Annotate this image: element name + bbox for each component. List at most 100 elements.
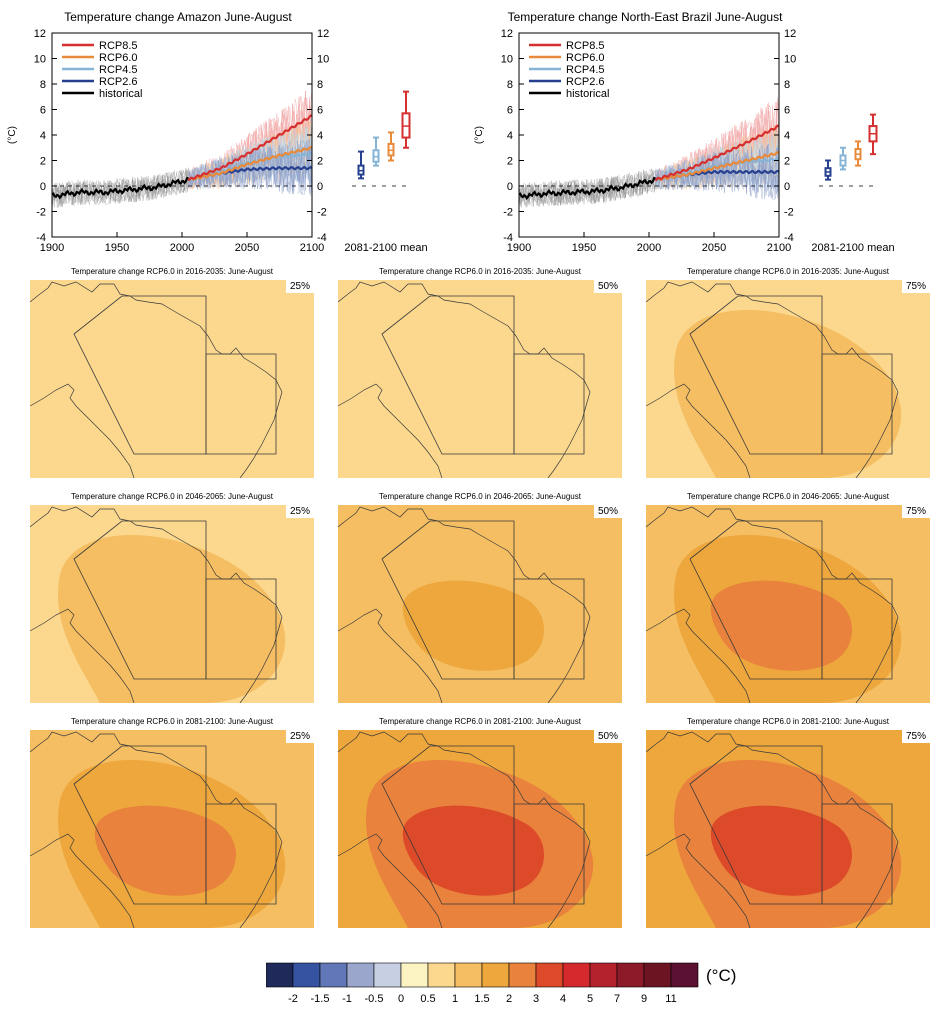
legend-label: historical bbox=[99, 88, 142, 100]
y-tick-label-left: 10 bbox=[34, 54, 46, 66]
x-tick-label: 2050 bbox=[235, 242, 259, 254]
map-svg bbox=[30, 730, 314, 928]
colorbar-tick-label: 1.5 bbox=[474, 993, 489, 1005]
map-svg bbox=[30, 505, 314, 703]
map-core-field bbox=[94, 355, 237, 446]
colorbar-tick-label: 4 bbox=[560, 993, 566, 1005]
colorbar-tick-label: 1 bbox=[452, 993, 458, 1005]
legend-label: RCP6.0 bbox=[566, 52, 605, 64]
scenario-model-line bbox=[188, 138, 313, 196]
y-tick-label-left: 10 bbox=[501, 54, 513, 66]
x-tick-label: 1900 bbox=[40, 242, 64, 254]
colorbar-tick-label: 5 bbox=[587, 993, 593, 1005]
y-tick-label-right: 4 bbox=[784, 130, 790, 142]
x-tick-label: 2000 bbox=[637, 242, 661, 254]
map-core-field bbox=[402, 805, 545, 896]
y-tick-label-right: -4 bbox=[317, 232, 327, 244]
colorbar-swatch bbox=[373, 962, 402, 988]
colorbar-tick-label: -2 bbox=[288, 993, 298, 1005]
y-tick-label-right: 6 bbox=[317, 105, 323, 117]
timeseries-panel-amazon: Temperature change Amazon June-August (°C… bbox=[0, 0, 468, 258]
model-spread bbox=[51, 88, 313, 208]
scenario-model-line bbox=[655, 145, 780, 201]
y-tick-label-left: 8 bbox=[40, 79, 46, 91]
map-title: Temperature change RCP6.0 in 2016-2035: … bbox=[687, 267, 889, 276]
y-tick-label-left: 2 bbox=[507, 156, 513, 168]
nebrazil-region-outline bbox=[821, 803, 893, 905]
y-tick-label-right: 2 bbox=[784, 156, 790, 168]
y-tick-label-left: -4 bbox=[36, 232, 46, 244]
legend-label: RCP8.5 bbox=[566, 40, 605, 52]
chart-title: Temperature change North-East Brazil Jun… bbox=[508, 10, 783, 24]
map-core-field bbox=[710, 805, 853, 896]
colorbar-swatch bbox=[400, 962, 429, 988]
boxplot-axis-label: 2081-2100 mean bbox=[811, 242, 894, 254]
y-tick-label-left: 12 bbox=[501, 28, 513, 40]
legend-label: RCP6.0 bbox=[99, 52, 138, 64]
legend-label: RCP2.6 bbox=[566, 76, 605, 88]
colorbar-swatch bbox=[427, 962, 456, 988]
x-tick-label: 2100 bbox=[300, 242, 324, 254]
legend-label: historical bbox=[566, 88, 609, 100]
percentile-label: 75% bbox=[901, 730, 930, 743]
x-tick-label: 2100 bbox=[767, 242, 791, 254]
legend-label: RCP4.5 bbox=[566, 64, 605, 76]
map-core-field bbox=[710, 580, 853, 671]
x-tick-label: 1900 bbox=[507, 242, 531, 254]
y-tick-label-right: 10 bbox=[784, 54, 796, 66]
y-tick-label-right: 4 bbox=[317, 130, 323, 142]
x-tick-label: 1950 bbox=[572, 242, 596, 254]
percentile-label: 50% bbox=[593, 505, 622, 518]
series-line-rcp85 bbox=[654, 124, 780, 182]
map-svg bbox=[338, 730, 622, 928]
series-line-historical bbox=[51, 176, 189, 200]
colorbar-tick-label: 3 bbox=[533, 993, 539, 1005]
nebrazil-region-outline bbox=[821, 353, 893, 455]
y-tick-label-left: -2 bbox=[503, 207, 513, 219]
colorbar-swatch bbox=[319, 962, 348, 988]
map-panel: 75% bbox=[646, 280, 930, 478]
nebrazil-region-outline bbox=[821, 578, 893, 680]
map-title: Temperature change RCP6.0 in 2046-2065: … bbox=[71, 492, 273, 501]
colorbar-tick-label: -1.5 bbox=[311, 993, 330, 1005]
boxplot-rcp60 bbox=[854, 140, 862, 167]
nebrazil-region-outline bbox=[513, 578, 585, 680]
map-title: Temperature change RCP6.0 in 2046-2065: … bbox=[687, 492, 889, 501]
map-core-field bbox=[710, 355, 853, 446]
percentile-label: 50% bbox=[593, 730, 622, 743]
colorbar-unit-label: (°C) bbox=[706, 966, 736, 985]
y-tick-label-left: 4 bbox=[507, 130, 513, 142]
map-svg bbox=[338, 505, 622, 703]
boxplot-rcp26 bbox=[357, 150, 365, 180]
y-tick-label-right: -2 bbox=[784, 207, 794, 219]
colorbar-swatch bbox=[266, 962, 294, 988]
boxplot-rcp85 bbox=[868, 113, 878, 156]
colorbar-swatch bbox=[616, 962, 645, 988]
percentile-label: 25% bbox=[285, 505, 314, 518]
map-title: Temperature change RCP6.0 in 2081-2100: … bbox=[71, 717, 273, 726]
series-line-rcp60 bbox=[187, 145, 313, 182]
nebrazil-region-outline bbox=[205, 353, 277, 455]
map-core-field bbox=[402, 580, 545, 671]
map-svg bbox=[338, 280, 622, 478]
colorbar-swatch bbox=[481, 962, 510, 988]
map-svg bbox=[646, 505, 930, 703]
y-tick-label-right: 8 bbox=[784, 79, 790, 91]
y-tick-label-left: -4 bbox=[503, 232, 513, 244]
y-tick-label-left: 0 bbox=[507, 181, 513, 193]
map-panel: 75% bbox=[646, 730, 930, 928]
colorbar-swatch bbox=[508, 962, 537, 988]
y-tick-label-right: 12 bbox=[784, 28, 796, 40]
percentile-label: 25% bbox=[285, 280, 314, 293]
chart-title: Temperature change Amazon June-August bbox=[64, 10, 292, 24]
percentile-label: 75% bbox=[901, 505, 930, 518]
map-panel: 50% bbox=[338, 730, 622, 928]
y-tick-label-right: 6 bbox=[784, 105, 790, 117]
map-panel: 50% bbox=[338, 505, 622, 703]
map-svg bbox=[646, 280, 930, 478]
x-tick-label: 2050 bbox=[702, 242, 726, 254]
colorbar-tick-label: 11 bbox=[665, 993, 676, 1005]
x-tick-label: 1950 bbox=[105, 242, 129, 254]
percentile-label: 50% bbox=[593, 280, 622, 293]
map-core-field bbox=[94, 805, 237, 896]
